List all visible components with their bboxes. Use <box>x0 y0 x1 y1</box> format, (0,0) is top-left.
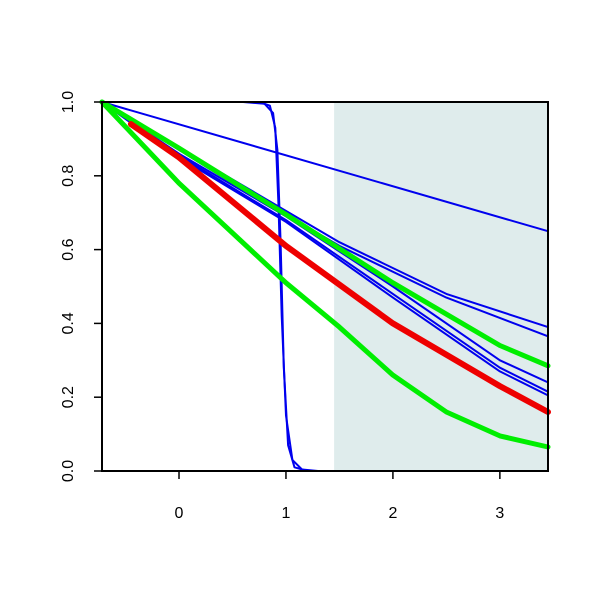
x-tick-label: 0 <box>175 505 184 522</box>
x-axis: 0 1 2 3 <box>175 471 504 522</box>
series-line-10 <box>99 99 551 450</box>
series-line-11 <box>127 121 551 415</box>
y-tick-label: 0.2 <box>60 386 77 408</box>
x-tick-label: 2 <box>388 505 397 522</box>
plot-frame <box>101 101 549 472</box>
y-tick-label: 0.4 <box>60 312 77 334</box>
series-line-9 <box>99 99 551 369</box>
shaded-region <box>334 102 548 471</box>
series-line-1 <box>101 101 549 233</box>
y-axis: 0.0 0.2 0.4 0.6 0.8 1.0 <box>60 91 102 482</box>
y-tick-label: 0.6 <box>60 238 77 260</box>
x-tick-label: 1 <box>282 505 291 522</box>
series-layer <box>99 99 551 472</box>
y-tick-label: 0.0 <box>60 460 77 482</box>
y-tick-label: 0.8 <box>60 165 77 187</box>
y-tick-label: 1.0 <box>60 91 77 113</box>
x-tick-label: 3 <box>495 505 504 522</box>
